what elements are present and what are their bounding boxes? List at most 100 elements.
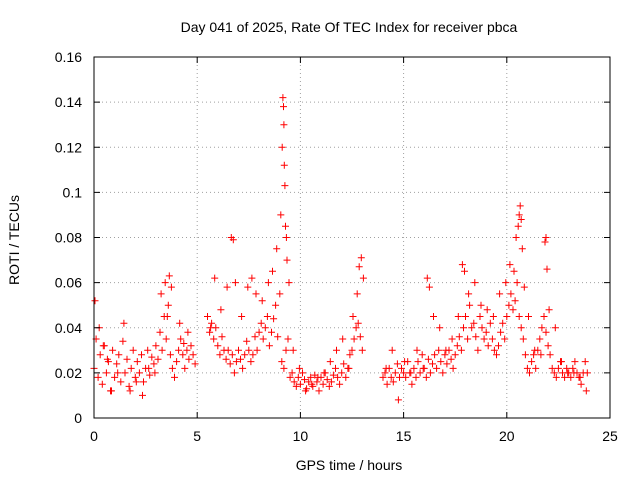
data-point <box>120 319 128 327</box>
data-point <box>431 351 439 359</box>
data-point <box>109 346 117 354</box>
data-point <box>349 313 357 320</box>
data-point <box>358 346 366 354</box>
data-point <box>470 319 478 327</box>
data-point <box>272 301 280 309</box>
data-point <box>355 263 363 271</box>
data-point <box>154 355 162 363</box>
data-point <box>581 358 589 366</box>
y-tick-label: 0.12 <box>55 139 82 155</box>
data-point <box>396 373 403 381</box>
data-point <box>460 324 467 332</box>
data-point <box>354 319 362 327</box>
data-point <box>268 328 275 336</box>
data-point <box>138 351 145 359</box>
data-point <box>98 380 106 388</box>
y-tick-label: 0 <box>74 410 82 426</box>
axis-ticks <box>93 56 611 419</box>
data-point <box>229 236 237 244</box>
data-point <box>276 290 284 298</box>
data-point <box>416 369 424 377</box>
data-point <box>280 364 288 372</box>
data-point <box>189 351 197 359</box>
data-point <box>506 261 514 269</box>
x-tick-label: 15 <box>396 428 412 444</box>
data-point <box>237 355 244 363</box>
data-point <box>542 234 550 241</box>
data-point <box>448 335 456 343</box>
x-axis-label: GPS time / hours <box>296 457 403 473</box>
data-point <box>490 346 498 354</box>
data-point <box>424 355 432 363</box>
data-point <box>152 342 160 350</box>
data-point <box>442 346 450 354</box>
data-point <box>429 360 436 368</box>
data-point <box>453 342 461 350</box>
data-point <box>270 315 278 323</box>
data-point <box>323 376 331 384</box>
grid-lines <box>94 57 610 418</box>
data-point <box>314 373 322 381</box>
data-point <box>339 335 347 343</box>
data-point <box>474 346 482 354</box>
data-point <box>181 364 189 372</box>
data-point <box>269 267 276 275</box>
data-point <box>146 371 154 379</box>
data-point <box>171 373 178 381</box>
data-point <box>571 358 579 366</box>
data-point <box>102 369 110 377</box>
data-point <box>161 279 169 287</box>
data-point <box>410 364 418 372</box>
data-point <box>503 313 511 320</box>
data-point <box>180 340 188 347</box>
data-point <box>164 301 172 309</box>
data-point <box>509 306 517 314</box>
data-point <box>264 279 272 287</box>
data-point <box>536 335 544 343</box>
data-point <box>244 283 252 291</box>
data-point <box>551 324 559 332</box>
data-point <box>461 267 468 275</box>
data-point <box>325 382 333 390</box>
data-point <box>497 328 505 336</box>
data-point <box>285 279 293 287</box>
data-point <box>333 346 340 354</box>
y-axis-label: ROTI / TECUs <box>6 195 22 285</box>
data-point <box>543 265 551 273</box>
data-point <box>279 94 287 102</box>
data-point <box>251 333 259 341</box>
data-point <box>414 358 422 366</box>
data-point <box>379 373 387 381</box>
data-point <box>401 358 409 366</box>
data-point <box>558 358 565 366</box>
data-point <box>518 245 526 253</box>
data-point <box>144 346 152 354</box>
data-point <box>238 313 246 320</box>
data-point <box>308 380 316 388</box>
data-point <box>530 351 538 359</box>
data-point <box>489 313 497 320</box>
data-point <box>277 211 285 219</box>
data-point <box>132 378 140 386</box>
data-point <box>436 324 444 332</box>
data-point <box>145 364 153 372</box>
data-point <box>582 387 590 395</box>
data-point <box>96 351 104 359</box>
data-point <box>288 369 296 377</box>
data-point <box>526 369 533 377</box>
data-point <box>502 279 510 287</box>
data-point <box>117 378 125 386</box>
data-point <box>537 351 545 359</box>
data-point <box>464 335 472 343</box>
data-point <box>439 369 447 377</box>
data-point <box>168 364 176 372</box>
data-point <box>176 319 184 327</box>
data-point <box>548 364 556 372</box>
data-point <box>208 319 216 327</box>
x-tick-label: 20 <box>499 428 515 444</box>
data-point <box>313 378 321 386</box>
data-point <box>94 373 102 381</box>
data-point <box>346 351 354 359</box>
data-point <box>253 346 261 354</box>
data-point <box>449 364 457 372</box>
